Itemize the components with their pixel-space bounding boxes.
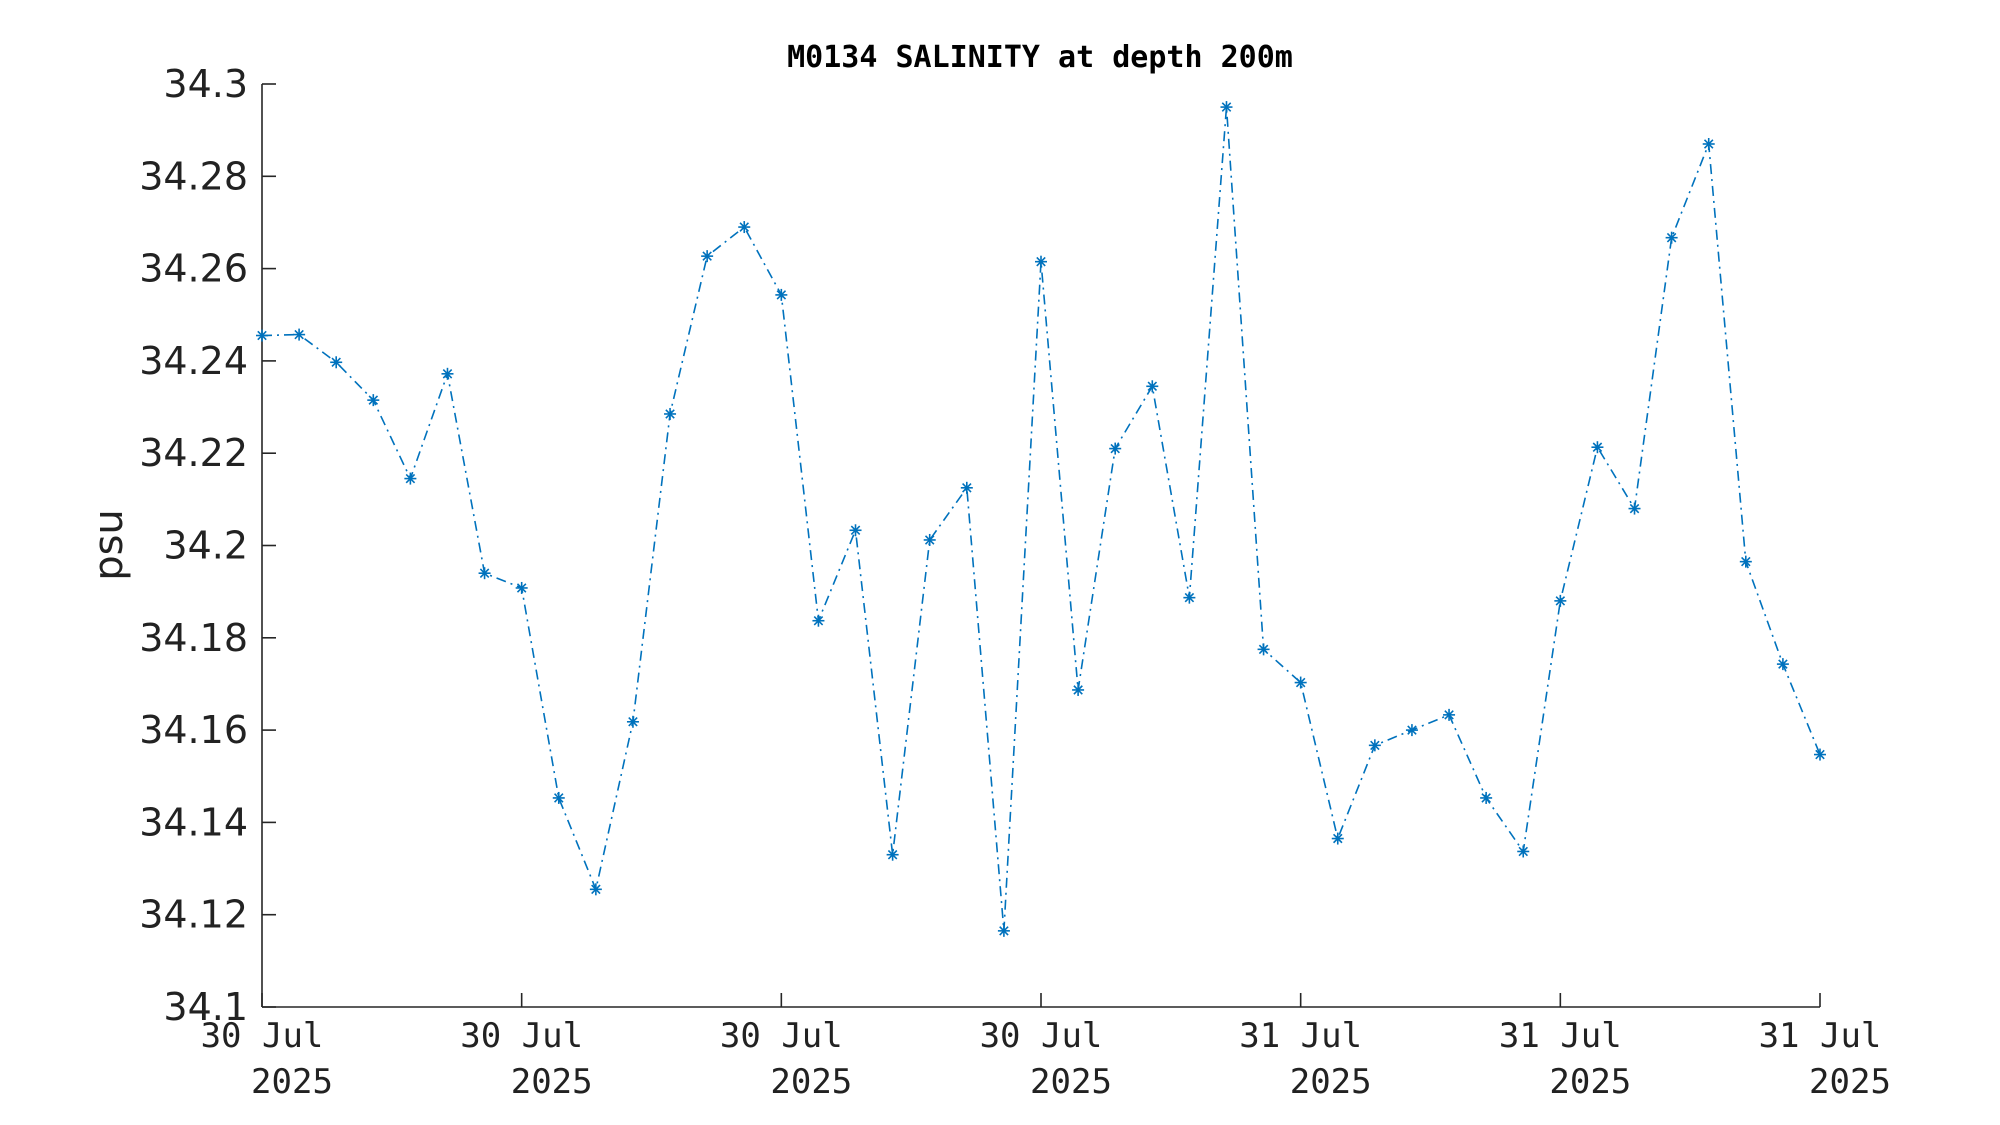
data-point bbox=[478, 567, 491, 580]
y-tick-label: 34.28 bbox=[139, 154, 248, 198]
y-tick-label: 34.16 bbox=[139, 708, 248, 752]
x-tick-label-year: 2025 bbox=[1549, 1062, 1631, 1102]
data-point bbox=[738, 221, 751, 234]
x-tick-label-day: 30 Jul bbox=[720, 1016, 843, 1056]
data-point bbox=[1554, 594, 1567, 607]
data-point bbox=[330, 356, 343, 369]
data-point bbox=[1776, 658, 1789, 671]
x-tick-label-year: 2025 bbox=[1809, 1062, 1891, 1102]
x-ticks: 30 Jul 2025 30 Jul 2025 30 Jul 2025 30 Jul 2025… bbox=[201, 993, 1891, 1102]
x-tick-label-year: 2025 bbox=[251, 1062, 333, 1102]
data-point bbox=[1368, 739, 1381, 752]
x-tick-label-year: 2025 bbox=[1030, 1062, 1112, 1102]
x-tick-label-year: 2025 bbox=[1290, 1062, 1372, 1102]
x-tick-label-day: 30 Jul bbox=[460, 1016, 583, 1056]
data-point bbox=[849, 524, 862, 537]
x-tick-label-day: 31 Jul bbox=[1499, 1016, 1622, 1056]
x-tick-label-day: 30 Jul bbox=[201, 1016, 324, 1056]
x-tick-label-day: 30 Jul bbox=[980, 1016, 1103, 1056]
data-point bbox=[404, 472, 417, 485]
chart-title: M0134 SALINITY at depth 200m bbox=[787, 40, 1293, 75]
y-tick-label: 34.18 bbox=[139, 616, 248, 660]
y-tick-label: 34.26 bbox=[139, 247, 248, 291]
data-point bbox=[1220, 101, 1233, 114]
data-point bbox=[367, 394, 380, 407]
data-point bbox=[1294, 676, 1307, 689]
data-point bbox=[1035, 255, 1047, 268]
x-tick-label-day: 31 Jul bbox=[1759, 1016, 1882, 1056]
data-point bbox=[1257, 643, 1270, 656]
data-point bbox=[1405, 724, 1418, 737]
y-axis-label: psu bbox=[86, 509, 132, 581]
data-point bbox=[293, 328, 306, 341]
data-point bbox=[1146, 380, 1159, 393]
data-point bbox=[1109, 442, 1122, 455]
y-tick-label: 34.22 bbox=[139, 431, 248, 475]
data-point bbox=[589, 883, 602, 896]
series-layer bbox=[256, 101, 1826, 937]
data-point bbox=[515, 581, 528, 594]
y-tick-label: 34.12 bbox=[139, 893, 248, 937]
data-point bbox=[923, 533, 936, 546]
data-point bbox=[1591, 441, 1604, 454]
y-tick-label: 34.1 bbox=[163, 985, 248, 1029]
data-point bbox=[552, 791, 565, 804]
data-point bbox=[1480, 791, 1493, 804]
x-tick-label-year: 2025 bbox=[770, 1062, 852, 1102]
data-point bbox=[1183, 591, 1196, 604]
y-tick-label: 34.14 bbox=[139, 800, 248, 844]
x-tick-label-day: 31 Jul bbox=[1239, 1016, 1362, 1056]
data-point bbox=[1665, 231, 1678, 244]
y-tick-label: 34.3 bbox=[163, 62, 248, 106]
data-point bbox=[441, 367, 454, 380]
data-point bbox=[886, 848, 899, 861]
data-point bbox=[1443, 708, 1456, 721]
x-tick-label-year: 2025 bbox=[511, 1062, 593, 1102]
data-point bbox=[812, 614, 825, 627]
y-tick-label: 34.2 bbox=[163, 524, 248, 568]
y-ticks: 34.1 34.12 34.14 34.16 34.18 34.2 34.22 34.24 34… bbox=[139, 62, 276, 1029]
data-point bbox=[1702, 137, 1715, 150]
data-point bbox=[997, 924, 1010, 937]
data-point bbox=[664, 407, 677, 420]
y-tick-label: 34.24 bbox=[139, 339, 248, 383]
data-point bbox=[701, 250, 714, 263]
data-point bbox=[775, 288, 788, 301]
data-point bbox=[1628, 502, 1641, 515]
data-point bbox=[1331, 832, 1344, 845]
data-point bbox=[256, 329, 268, 342]
series-line bbox=[261, 107, 1821, 931]
data-point bbox=[1814, 748, 1826, 761]
data-point bbox=[1517, 845, 1530, 858]
data-point bbox=[1072, 683, 1085, 696]
data-point bbox=[960, 481, 973, 494]
data-point bbox=[626, 715, 639, 728]
data-point bbox=[1739, 555, 1752, 568]
